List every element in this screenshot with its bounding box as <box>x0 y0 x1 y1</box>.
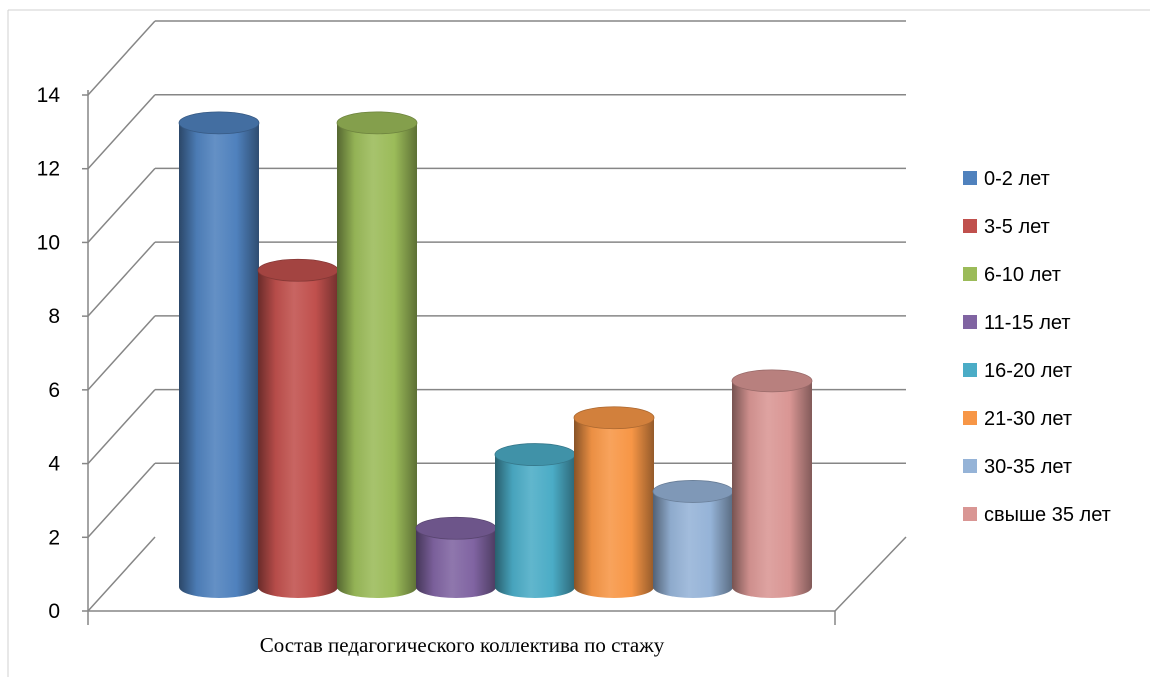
bar-cylinder-top <box>415 516 497 540</box>
legend-item: 11-15 лет <box>963 312 1071 334</box>
legend-label: 6-10 лет <box>984 264 1061 286</box>
bar-cylinder <box>336 111 418 598</box>
y-tick-label: 6 <box>48 379 60 402</box>
tick-labels: 0 2 4 6 8 10 12 14 <box>37 84 61 623</box>
legend-label: 21-30 лет <box>984 408 1072 430</box>
y-tick-label: 14 <box>37 84 61 107</box>
legend-swatch <box>963 219 977 233</box>
legend-swatch <box>963 315 977 329</box>
y-tick-label: 10 <box>37 231 60 254</box>
legend-swatch <box>963 507 977 521</box>
bar-cylinder-top <box>731 369 813 393</box>
gridline-diagonal <box>87 20 156 96</box>
legend-label: 0-2 лет <box>984 168 1050 190</box>
gridline-diagonal <box>87 462 156 538</box>
legend-item: 3-5 лет <box>963 216 1050 238</box>
bar-cylinder <box>652 480 734 598</box>
legend-item: 6-10 лет <box>963 264 1061 286</box>
bar-cylinder <box>573 406 655 598</box>
legend-swatch <box>963 267 977 281</box>
bar-cylinder-body <box>732 380 812 598</box>
bar-cylinder-top <box>652 480 734 503</box>
legend-item: свыше 35 лет <box>963 504 1111 526</box>
legend: 0-2 лет 3-5 лет 6-10 лет 11-15 лет 16-20 лет… <box>963 168 1111 526</box>
y-tick-label: 4 <box>48 453 60 476</box>
legend-label: 30-35 лет <box>984 456 1072 478</box>
gridline-diagonal <box>87 94 156 170</box>
gridline-diagonal <box>87 389 156 465</box>
legend-swatch <box>963 171 977 185</box>
bar-cylinder-body <box>495 454 575 598</box>
bar-cylinder-top <box>494 443 576 466</box>
bar-cylinder <box>494 443 576 598</box>
bar-cylinder-body <box>179 122 259 598</box>
bar-cylinder-top <box>257 258 339 282</box>
axes <box>82 90 907 625</box>
legend-label: 11-15 лет <box>984 312 1071 334</box>
gridline-diagonal <box>87 536 156 612</box>
bar-cylinder-top <box>178 111 260 135</box>
bar-cylinder <box>178 111 260 598</box>
x-category-label: Состав педагогического коллектива по ста… <box>260 633 665 657</box>
bar-cylinder-body <box>258 270 338 598</box>
bar-cylinder <box>731 369 813 598</box>
legend-swatch <box>963 411 977 425</box>
legend-swatch <box>963 363 977 377</box>
y-tick-label: 0 <box>48 600 60 623</box>
y-tick-label: 12 <box>37 158 60 181</box>
y-tick-label: 8 <box>48 305 60 328</box>
legend-label: свыше 35 лет <box>984 504 1111 526</box>
legend-item: 21-30 лет <box>963 408 1072 430</box>
gridline-diagonal <box>87 167 156 243</box>
bar-cylinder-body <box>574 417 654 598</box>
legend-swatch <box>963 459 977 473</box>
legend-item: 0-2 лет <box>963 168 1050 190</box>
gridline-diagonal <box>87 315 156 391</box>
legend-label: 16-20 лет <box>984 360 1072 382</box>
bars <box>178 111 813 598</box>
bar-cylinder-top <box>573 406 655 430</box>
bar-cylinder-body <box>416 528 496 598</box>
gridline-diagonal <box>87 241 156 317</box>
legend-label: 3-5 лет <box>984 216 1050 238</box>
bar-cylinder <box>257 258 339 598</box>
bar-cylinder <box>415 516 497 598</box>
bar-cylinder-body <box>337 122 417 598</box>
legend-item: 16-20 лет <box>963 360 1072 382</box>
bar-cylinder-body <box>653 491 733 598</box>
legend-item: 30-35 лет <box>963 456 1072 478</box>
floor-right-edge <box>834 536 907 612</box>
y-tick-label: 2 <box>48 526 60 549</box>
bar-cylinder-top <box>336 111 418 135</box>
